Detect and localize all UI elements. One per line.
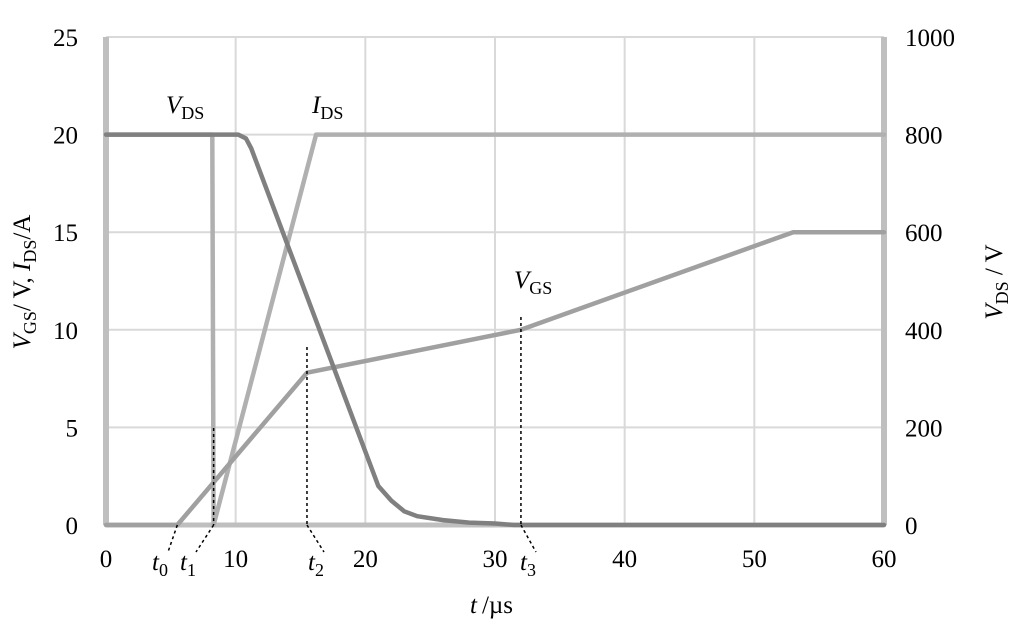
marker-leader-t1: [195, 524, 215, 553]
y-left-tick-label-15: 15: [53, 220, 78, 247]
series-label-vds: VDS: [166, 92, 204, 123]
y-right-tick-label-800: 800: [905, 123, 943, 150]
x-tick-label-40: 40: [612, 546, 637, 573]
marker-label-t2: t2: [308, 549, 324, 580]
marker-label-t0: t0: [152, 549, 168, 580]
y-right-tick-label-400: 400: [905, 318, 943, 345]
x-tick-label-30: 30: [483, 546, 508, 573]
time-markers: t0 t1 t2 t3: [152, 317, 537, 580]
y-right-tick-label-200: 200: [905, 415, 943, 442]
x-tick-label-10: 10: [223, 546, 248, 573]
x-tick-label-20: 20: [353, 546, 378, 573]
grid-lines: [106, 36, 884, 525]
series-line-vds: [103, 132, 887, 528]
marker-label-t3: t3: [520, 549, 536, 580]
y-left-tick-label-10: 10: [53, 318, 78, 345]
series-line-vgs: [103, 229, 887, 528]
y-left-tick-label-0: 0: [66, 513, 79, 540]
y-right-tick-label-0: 0: [905, 513, 918, 540]
marker-leader-t0: [167, 524, 179, 553]
marker-leader-t2: [306, 524, 325, 553]
marker-label-t1: t1: [180, 549, 196, 580]
marker-leader-t3: [520, 524, 537, 553]
y-left-tick-label-20: 20: [53, 123, 78, 150]
x-tick-label-60: 60: [872, 546, 897, 573]
y-left-tick-label-25: 25: [53, 25, 78, 52]
y-right-tick-label-600: 600: [905, 220, 943, 247]
y-axis-left-title: VGS/ V, IDS/A: [9, 215, 40, 350]
x-tick-label-50: 50: [742, 546, 767, 573]
series-label-ids: IDS: [311, 92, 343, 123]
x-tick-label-0: 0: [100, 546, 113, 573]
y-left-tick-label-5: 5: [66, 415, 79, 442]
x-axis-title: t/µs: [470, 592, 513, 619]
y-right-tick-label-1000: 1000: [905, 25, 955, 52]
series-label-vgs: VGS: [514, 267, 552, 298]
y-axis-right-title: VDS / V: [981, 244, 1012, 319]
